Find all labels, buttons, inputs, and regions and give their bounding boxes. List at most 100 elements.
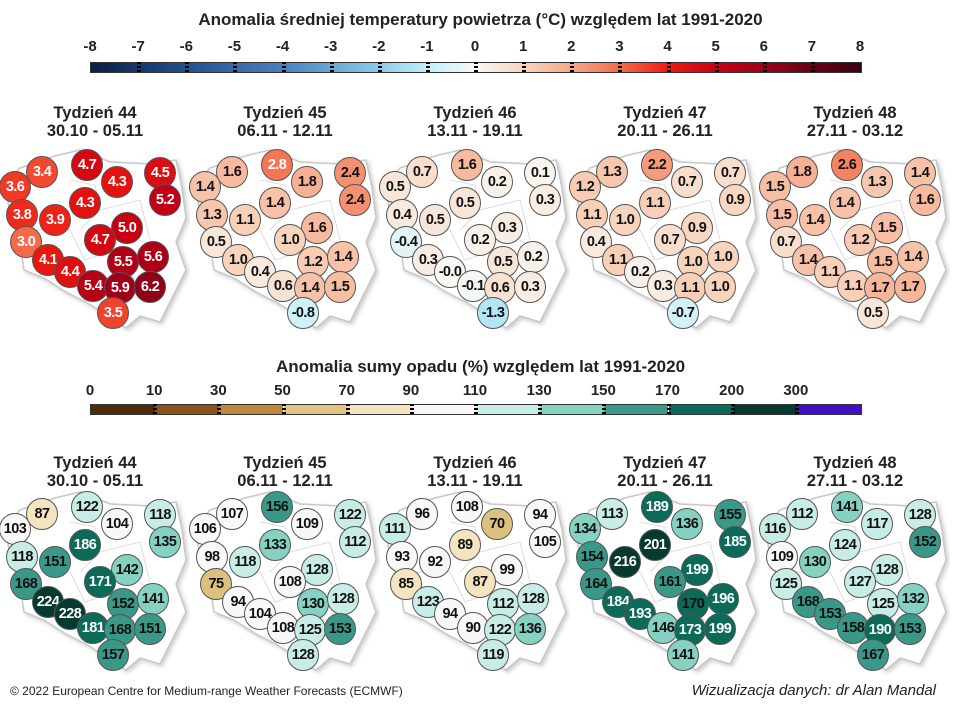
week-dates: 20.11 - 26.11: [617, 472, 713, 490]
week-dates: 06.11 - 12.11: [237, 472, 333, 490]
station-value: 2.4: [339, 184, 371, 216]
station-value: 0.3: [647, 270, 679, 302]
station-value: 113: [596, 498, 628, 530]
week-header: Tydzień 44 30.10 - 05.11: [0, 104, 190, 140]
precipitation-title: Anomalia sumy opadu (%) względem lat 199…: [275, 357, 686, 376]
station-value: 0.5: [379, 171, 411, 203]
temperature-colorbar: [90, 62, 862, 73]
scale-label: 10: [145, 382, 163, 399]
station-value: 4.7: [84, 224, 116, 256]
station-value: 3.4: [26, 156, 58, 188]
week-header: Tydzień 46 13.11 - 19.11: [380, 104, 570, 140]
scale-label: -5: [227, 38, 242, 55]
temperature-map-week-45: 1.6 2.8 2.4 1.4 1.8 2.4 1.4 1.3 1.1 1.6 0.5 1.0 1.2 1…: [189, 140, 380, 340]
station-value: 1.0: [707, 241, 739, 273]
station-value: 1.5: [324, 271, 356, 303]
station-value: 1.5: [759, 171, 791, 203]
colorbar-segment: [476, 405, 541, 414]
scale-label: 2: [567, 38, 576, 55]
station-value: 122: [71, 491, 103, 523]
week-label: Tydzień 48: [813, 104, 897, 122]
station-value: 136: [671, 508, 703, 540]
visualization-credit: Wizualizacja danych: dr Alan Mandal: [691, 682, 936, 699]
station-value: 92: [419, 546, 451, 578]
station-value: 130: [799, 546, 831, 578]
week-header: Tydzień 44 30.10 - 05.11: [0, 454, 190, 490]
station-value: 134: [569, 513, 601, 545]
scale-label: 5: [711, 38, 720, 55]
station-value: 136: [514, 613, 546, 645]
station-value: 141: [137, 583, 169, 615]
colorbar-segment: [411, 405, 476, 414]
station-value: 153: [894, 613, 926, 645]
station-value: 108: [267, 612, 299, 644]
week-label: Tydzień 47: [623, 454, 707, 472]
scale-label: 300: [783, 382, 809, 399]
week-label: Tydzień 45: [243, 104, 327, 122]
scale-label: 0: [470, 38, 480, 55]
week-label: Tydzień 46: [433, 104, 517, 122]
station-value: 201: [639, 529, 671, 561]
week-header: Tydzień 47 20.11 - 26.11: [570, 454, 760, 490]
station-value: 1.2: [569, 171, 601, 203]
station-value: 151: [39, 546, 71, 578]
station-value: 132: [897, 583, 929, 615]
station-value: -0.8: [287, 297, 319, 329]
station-value: 1.1: [229, 204, 261, 236]
station-value: 128: [287, 639, 319, 671]
week-label: Tydzień 44: [53, 104, 137, 122]
station-value: 164: [580, 568, 612, 600]
precipitation-map-week-45: 107 156 122 106 109 112 133 98 118 128 75 108 130 128…: [189, 482, 380, 682]
station-value: 1.3: [596, 156, 628, 188]
week-header: Tydzień 45 06.11 - 12.11: [190, 104, 380, 140]
station-value: 0.7: [671, 166, 703, 198]
station-value: 0.3: [514, 271, 546, 303]
precipitation-map-week-44: 87 122 118 103 104 135 186 118 151 142 168 171 152 14…: [0, 482, 190, 682]
station-value: 105: [529, 526, 561, 558]
station-value: 96: [406, 498, 438, 530]
scale-label: 7: [807, 38, 817, 55]
colorbar-segment: [796, 405, 861, 414]
station-value: 152: [909, 526, 941, 558]
station-value: 3.6: [0, 171, 31, 203]
station-value: 6.2: [134, 271, 166, 303]
station-value: 112: [786, 498, 818, 530]
station-value: 1.8: [291, 166, 323, 198]
station-value: 141: [831, 491, 863, 523]
station-value: 118: [6, 541, 38, 573]
week-dates: 06.11 - 12.11: [237, 122, 333, 140]
station-value: 1.4: [904, 157, 936, 189]
week-dates: 30.10 - 05.11: [46, 472, 144, 490]
station-value: 111: [379, 513, 411, 545]
station-value: 1.4: [327, 241, 359, 273]
station-value: 5.2: [149, 184, 181, 216]
week-header: Tydzień 48 27.11 - 03.12: [760, 104, 950, 140]
colorbar-segment: [347, 405, 412, 414]
scale-label: 70: [338, 382, 355, 399]
station-value: 181: [77, 612, 109, 644]
station-value: 1.5: [766, 199, 798, 231]
station-value: 186: [69, 529, 101, 561]
station-value: 168: [10, 568, 42, 600]
week-label: Tydzień 48: [813, 454, 897, 472]
colorbar-segment: [283, 405, 348, 414]
week-header: Tydzień 46 13.11 - 19.11: [380, 454, 570, 490]
station-value: 87: [26, 498, 58, 530]
station-value: 5.4: [77, 270, 109, 302]
station-value: 0.5: [419, 204, 451, 236]
station-value: 158: [837, 612, 869, 644]
station-value: 128: [327, 583, 359, 615]
scale-label: 50: [274, 382, 291, 399]
scale-label: 30: [209, 382, 227, 399]
station-value: 142: [111, 554, 143, 586]
scale-label: 170: [654, 382, 681, 399]
station-value: 1.5: [871, 212, 903, 244]
station-value: 154: [576, 541, 608, 573]
temperature-map-week-48: 1.8 2.6 1.4 1.5 1.3 1.6 1.4 1.5 1.4 1.5 0.7 1.2 1.5 1…: [759, 140, 950, 340]
scale-label: 8: [855, 38, 865, 55]
station-value: 125: [770, 568, 802, 600]
colorbar-segment: [155, 405, 220, 414]
station-value: 87: [464, 566, 496, 598]
station-value: 109: [291, 508, 323, 540]
station-value: 1.3: [861, 166, 893, 198]
